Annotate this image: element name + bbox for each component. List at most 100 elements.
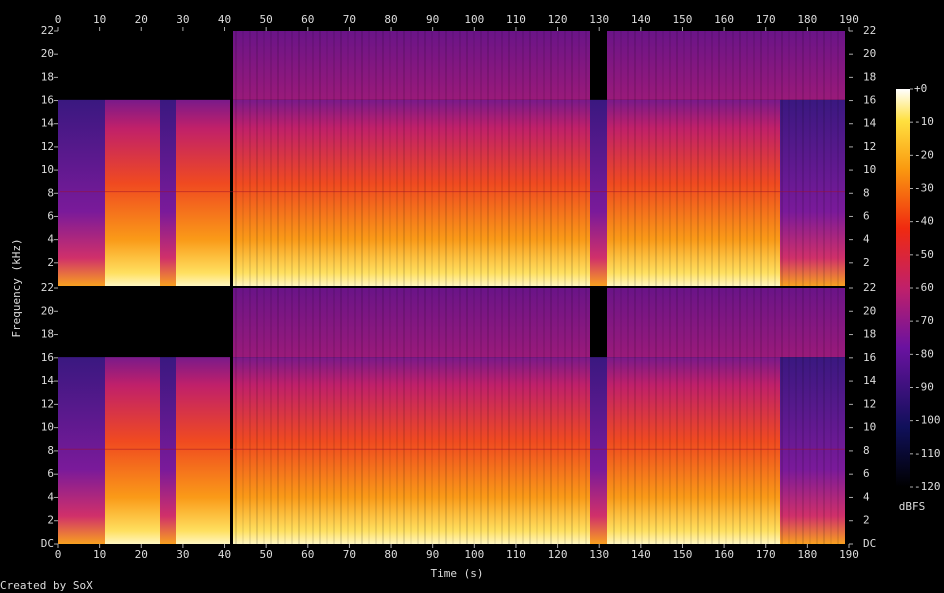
y-tick-label-right: 4 [863,490,870,503]
upper-band [233,31,590,100]
x-tick-label-top: 90 [426,13,439,26]
x-tick-label-bottom: 180 [797,548,817,561]
colorbar-tick-label: -30 [914,182,934,195]
y-tick-label-right: 20 [863,47,876,60]
y-tick-label-right: 14 [863,117,877,130]
spectral-region [58,99,105,286]
x-tick-label-bottom: 50 [260,548,273,561]
y-tick-label-right: 8 [863,186,870,199]
upper-band [607,288,845,358]
y-tick-label-left: 16 [41,351,54,364]
x-tick-label-bottom: 40 [218,548,231,561]
x-tick-label-bottom: 70 [343,548,356,561]
x-tick-label-top: 40 [218,13,231,26]
upper-band [607,31,845,100]
x-tick-label-top: 10 [93,13,106,26]
x-tick-label-top: 130 [589,13,609,26]
y-tick-label-left: 22 [41,24,54,37]
x-tick-label-top: 140 [631,13,651,26]
y-tick-label-left: 14 [41,374,55,387]
spectral-region [607,357,780,544]
x-tick-label-top: 0 [55,13,62,26]
y-tick-label-right: 20 [863,304,876,317]
x-tick-label-bottom: 0 [55,548,62,561]
x-tick-label-bottom: 140 [631,548,651,561]
x-tick-label-bottom: 80 [384,548,397,561]
y-tick-label-left: 8 [47,444,54,457]
y-tick-label-left: 20 [41,47,54,60]
colorbar-tick-label: -100 [914,414,941,427]
x-tick-label-top: 180 [797,13,817,26]
y-tick-label-right: 22 [863,281,876,294]
colorbar-tick-label: -50 [914,248,934,261]
x-tick-label-bottom: 90 [426,548,439,561]
y-tick-label-left: 18 [41,328,54,341]
x-tick-label-bottom: 100 [464,548,484,561]
y-tick-label-left: 4 [47,490,54,503]
spectral-region [590,99,607,286]
colorbar-tick-label: -70 [914,314,934,327]
y-axis-label: Frequency (kHz) [10,238,23,337]
spectral-region [233,99,590,286]
x-tick-label-top: 70 [343,13,356,26]
y-tick-label-right: 14 [863,374,877,387]
y-tick-label-right: 2 [863,514,870,527]
x-tick-label-bottom: 170 [756,548,776,561]
colorbar-tick-label: -120 [914,480,941,493]
spectral-region [58,357,105,544]
x-tick-label-top: 100 [464,13,484,26]
colorbar-tick-label: -10 [914,115,934,128]
colorbar-tick-label: -40 [914,215,934,228]
y-tick-label-left: 20 [41,304,54,317]
x-tick-label-bottom: 160 [714,548,734,561]
colorbar-tick-label: -80 [914,347,934,360]
y-tick-label-right: 8 [863,444,870,457]
y-tick-label-left: 10 [41,163,54,176]
y-tick-label-left: 22 [41,281,54,294]
x-tick-label-top: 190 [839,13,859,26]
spectral-region [780,357,845,544]
spectral-region [105,357,160,544]
y-tick-label-left: 6 [47,209,54,222]
x-tick-label-bottom: 110 [506,548,526,561]
x-tick-label-bottom: 130 [589,548,609,561]
x-axis-label: Time (s) [431,567,484,580]
colorbar-tick-label: -90 [914,381,934,394]
y-tick-label-right: 18 [863,70,876,83]
x-tick-label-top: 160 [714,13,734,26]
spectrogram-image [58,31,849,544]
x-tick-label-bottom: 150 [673,548,693,561]
spectral-region [233,357,590,544]
y-tick-label-right: 16 [863,351,876,364]
x-tick-label-top: 30 [176,13,189,26]
y-tick-label-right: 12 [863,140,876,153]
x-tick-label-top: 50 [260,13,273,26]
x-tick-label-top: 80 [384,13,397,26]
y-tick-label-left: 2 [47,256,54,269]
y-tick-label-left: 12 [41,397,54,410]
y-tick-label-right: 10 [863,421,876,434]
x-tick-label-top: 20 [135,13,148,26]
colorbar-tick-label: -60 [914,281,934,294]
spectral-region [780,99,845,286]
y-tick-label-left: DC [41,537,54,550]
spectral-region [607,99,780,286]
y-tick-label-right: 12 [863,397,876,410]
y-tick-label-right: 16 [863,94,876,107]
spectral-region [590,357,607,544]
x-tick-label-top: 170 [756,13,776,26]
y-tick-label-right: 2 [863,256,870,269]
y-tick-label-left: 14 [41,117,55,130]
upper-band [233,288,590,358]
y-tick-label-right: 22 [863,24,876,37]
spectral-region [160,99,176,286]
y-tick-label-right: 10 [863,163,876,176]
y-tick-label-left: 12 [41,140,54,153]
colorbar-label: dBFS [899,500,926,513]
x-tick-label-top: 150 [673,13,693,26]
y-tick-label-right: 4 [863,233,870,246]
spectral-region [176,99,230,286]
y-tick-label-right: 6 [863,209,870,222]
